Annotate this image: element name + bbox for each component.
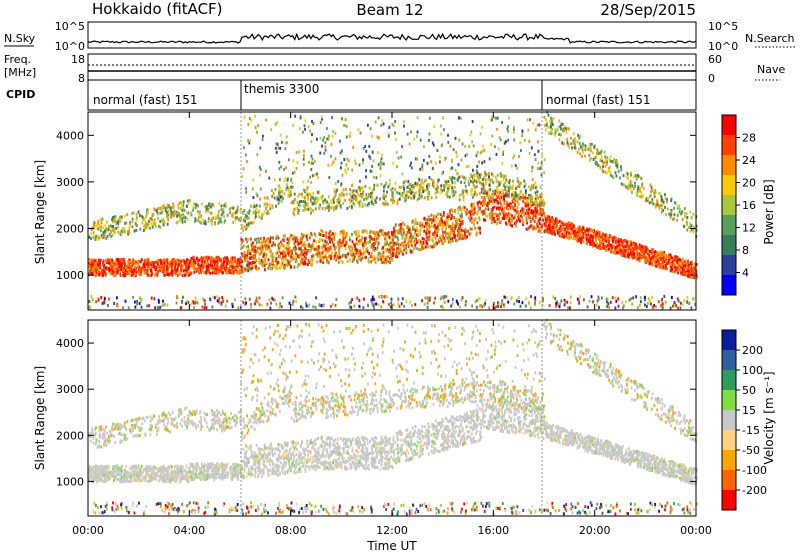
frequency-panel: Freq. [MHz] 18 8 60 0 Nave (4, 53, 785, 85)
cpid-segment-2: themis 3300 (244, 82, 319, 96)
x-tick-label: 20:00 (579, 524, 611, 537)
colorbar-swatch (722, 215, 736, 236)
freq-tick-top: 18 (71, 53, 85, 66)
colorbar-swatch (722, 255, 736, 276)
noise-panel: N.Sky 10^5 10^0 10^5 10^0 N.Search (4, 20, 795, 53)
velocity-panel: 1000 2000 3000 4000 Slant Range [km] (33, 318, 698, 517)
colorbar-tick-label: 28 (742, 132, 756, 145)
power-panel: 1000 2000 3000 4000 Slant Range [km] (33, 110, 698, 311)
colorbar-tick-label: -200 (742, 484, 767, 497)
colorbar-swatch (722, 410, 736, 431)
colorbar-swatch (722, 390, 736, 411)
x-tick-label: 00:00 (72, 524, 104, 537)
colorbar-swatch (722, 350, 736, 371)
power-colorbar: 28 24 20 16 12 8 4 (721, 114, 756, 296)
colorbar-tick-label: 4 (742, 267, 749, 280)
cpid-label: CPID (6, 88, 35, 101)
colorbar-swatch (722, 115, 736, 136)
nave-tick-bottom: 0 (708, 72, 715, 85)
colorbar-swatch (722, 195, 736, 216)
cpid-segment-1: normal (fast) 151 (93, 93, 197, 107)
power-data-pixels (88, 110, 698, 310)
velocity-ylabel: Slant Range [km] (33, 366, 47, 470)
colorbar-swatch (722, 235, 736, 256)
colorbar-tick-label: 100 (742, 364, 763, 377)
x-tick-label: 12:00 (376, 524, 408, 537)
colorbar-tick-label: -15 (742, 424, 760, 437)
x-tick-label: 04:00 (173, 524, 205, 537)
y-tick-label: 2000 (56, 222, 84, 235)
y-tick-label: 4000 (56, 337, 84, 350)
noise-left-tick-bottom: 10^0 (55, 40, 85, 53)
date-label: 28/Sep/2015 (600, 1, 696, 19)
cpid-segment-3: normal (fast) 151 (546, 93, 650, 107)
freq-label-bottom: [MHz] (4, 66, 36, 79)
noise-right-tick-bottom: 10^0 (708, 40, 738, 53)
colorbar-swatch (722, 155, 736, 176)
colorbar-swatch (722, 175, 736, 196)
plot-title: Hokkaido (fitACF) (92, 0, 223, 18)
colorbar-tick-label: 20 (742, 177, 756, 190)
time-axis: 00:00 04:00 08:00 12:00 16:00 20:00 00:00 (72, 112, 712, 537)
y-tick-label: 3000 (56, 383, 84, 396)
velocity-colorbar-label: Velocity [m s⁻¹] (762, 371, 776, 464)
noise-left-tick-top: 10^5 (55, 20, 85, 33)
nave-tick-top: 60 (708, 53, 722, 66)
velocity-colorbar: 200 100 50 15 -15 -50 -100 -200 (721, 329, 767, 511)
colorbar-tick-label: -50 (742, 444, 760, 457)
colorbar-swatch (722, 275, 736, 296)
colorbar-tick-label: 12 (742, 222, 756, 235)
beam-label: Beam 12 (356, 1, 423, 19)
colorbar-swatch (722, 450, 736, 471)
y-tick-label: 2000 (56, 429, 84, 442)
velocity-data-pixels (88, 318, 698, 516)
x-tick-label: 00:00 (680, 524, 712, 537)
freq-label-top: Freq. (4, 53, 31, 66)
colorbar-tick-label: 16 (742, 199, 756, 212)
power-colorbar-label: Power [dB] (762, 179, 776, 244)
y-tick-label: 4000 (56, 129, 84, 142)
noise-search-label: N.Search (745, 32, 795, 45)
colorbar-swatch (722, 430, 736, 451)
colorbar-swatch (722, 490, 736, 511)
colorbar-tick-label: -100 (742, 464, 767, 477)
x-tick-label: 08:00 (275, 524, 307, 537)
colorbar-swatch (722, 330, 736, 351)
colorbar-tick-label: 200 (742, 344, 763, 357)
colorbar-swatch (722, 470, 736, 491)
noise-right-tick-top: 10^5 (708, 20, 738, 33)
nave-label: Nave (757, 63, 785, 76)
noise-sky-trace (87, 32, 697, 44)
cpid-panel: CPID normal (fast) 151 themis 3300 norma… (6, 79, 697, 111)
colorbar-tick-label: 24 (742, 154, 756, 167)
freq-tick-bottom: 8 (78, 72, 85, 85)
x-tick-label: 16:00 (477, 524, 509, 537)
colorbar-tick-label: 8 (742, 244, 749, 257)
colorbar-tick-label: 50 (742, 384, 756, 397)
time-axis-label: Time UT (366, 539, 417, 553)
colorbar-swatch (722, 370, 736, 391)
y-tick-label: 1000 (56, 269, 84, 282)
colorbar-swatch (722, 135, 736, 156)
power-ylabel: Slant Range [km] (33, 160, 47, 264)
y-tick-label: 3000 (56, 176, 84, 189)
colorbar-tick-label: 15 (742, 404, 756, 417)
noise-sky-label: N.Sky (4, 32, 36, 45)
y-tick-label: 1000 (56, 475, 84, 488)
